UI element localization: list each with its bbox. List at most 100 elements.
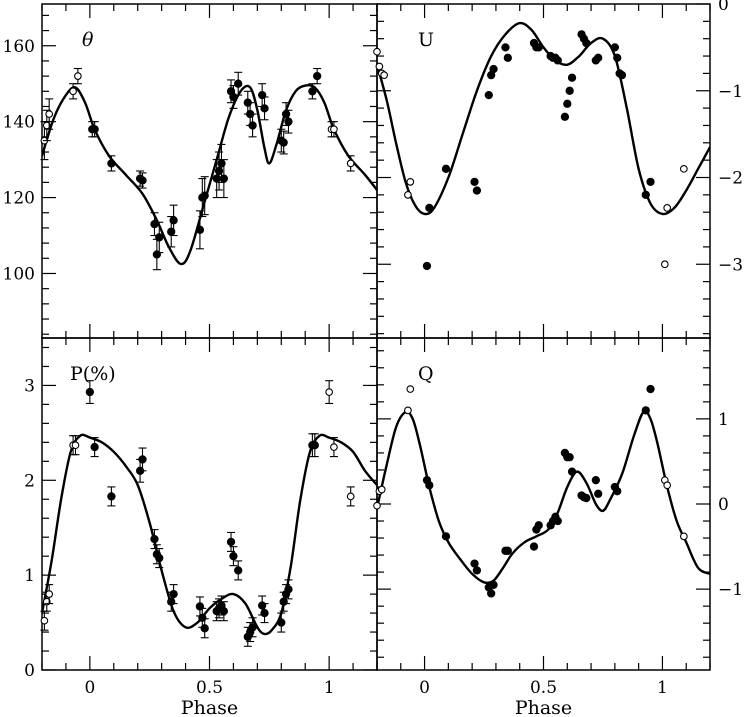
filled-marker xyxy=(503,53,512,62)
filled-marker xyxy=(441,164,451,173)
filled-marker xyxy=(90,125,99,134)
data-point xyxy=(641,190,650,200)
data-point xyxy=(472,566,482,575)
open-marker xyxy=(45,590,54,598)
x-tick-label: 0 xyxy=(419,678,430,698)
data-point xyxy=(85,380,95,405)
x-tick-label: 0.5 xyxy=(530,678,557,698)
data-point xyxy=(107,155,116,172)
model-curve xyxy=(42,433,377,636)
data-point xyxy=(613,53,622,62)
filled-marker xyxy=(226,537,236,547)
data-point xyxy=(425,481,434,490)
open-marker xyxy=(330,443,338,451)
filled-marker xyxy=(138,176,147,185)
filled-marker xyxy=(200,191,209,200)
filled-marker xyxy=(646,177,655,186)
data-point xyxy=(90,437,99,458)
data-point xyxy=(138,172,147,189)
open-marker xyxy=(404,191,412,199)
filled-marker xyxy=(107,159,116,168)
y-tick-label: 1 xyxy=(24,566,35,586)
filled-marker xyxy=(553,516,562,526)
data-point xyxy=(663,481,672,490)
data-point xyxy=(567,73,577,82)
filled-marker xyxy=(646,384,655,394)
filled-marker xyxy=(260,608,269,618)
panel-label: Q xyxy=(418,363,434,385)
filled-marker xyxy=(155,233,164,242)
data-point xyxy=(406,177,415,186)
x-tick-label: 1 xyxy=(657,678,668,698)
open-marker xyxy=(373,47,381,56)
filled-marker xyxy=(229,552,238,561)
filled-marker xyxy=(284,117,293,126)
data-point xyxy=(617,70,627,80)
data-point xyxy=(503,53,512,62)
axes-frame xyxy=(376,3,711,339)
data-point xyxy=(346,155,355,172)
filled-marker xyxy=(310,441,319,450)
y-tick-label: 100 xyxy=(3,264,35,284)
y-tick-label: 0 xyxy=(718,495,729,515)
filled-marker xyxy=(198,613,207,622)
data-point xyxy=(279,130,288,155)
y-tick-label: 0 xyxy=(718,0,729,15)
data-point xyxy=(200,176,209,216)
data-point xyxy=(613,487,622,496)
data-point xyxy=(646,384,655,394)
x-tick-label: 0 xyxy=(84,678,95,698)
filled-marker xyxy=(248,121,257,130)
filled-marker xyxy=(472,566,482,575)
data-point xyxy=(441,164,451,173)
data-point xyxy=(346,486,355,507)
y-tick-label: −1 xyxy=(718,580,743,600)
data-point xyxy=(284,109,293,134)
data-point xyxy=(470,177,479,186)
filled-marker xyxy=(90,442,99,452)
open-marker xyxy=(330,125,338,134)
filled-marker xyxy=(234,79,243,88)
data-point xyxy=(565,86,574,95)
data-point xyxy=(219,159,229,199)
y-tick-label: 140 xyxy=(3,113,35,133)
model-curve xyxy=(42,84,377,266)
data-point xyxy=(281,102,291,127)
data-point xyxy=(169,204,178,237)
data-point xyxy=(248,617,257,638)
data-point xyxy=(553,516,562,526)
filled-marker xyxy=(308,87,317,96)
data-point xyxy=(277,612,286,633)
x-tick-label: 1 xyxy=(324,678,335,698)
data-point xyxy=(308,83,317,100)
filled-marker xyxy=(229,92,238,102)
open-marker xyxy=(660,260,669,269)
filled-marker xyxy=(567,73,577,82)
filled-marker xyxy=(610,43,620,52)
filled-marker xyxy=(501,43,510,52)
data-point xyxy=(610,43,620,52)
open-marker xyxy=(45,110,54,118)
data-point xyxy=(69,83,78,100)
data-point xyxy=(553,56,562,65)
open-marker xyxy=(679,532,688,541)
data-point xyxy=(329,437,338,458)
open-marker xyxy=(406,385,415,393)
filled-marker xyxy=(277,618,286,627)
data-point xyxy=(534,521,543,530)
filled-marker xyxy=(155,553,164,563)
open-marker xyxy=(375,62,384,71)
filled-marker xyxy=(219,607,229,616)
filled-marker xyxy=(138,455,147,464)
data-point xyxy=(470,559,479,568)
panel-q: −1 0 1 0 0.5 1 Phase Q xyxy=(373,337,743,717)
filled-marker xyxy=(529,542,539,551)
filled-marker xyxy=(613,53,622,62)
open-marker xyxy=(346,492,355,501)
filled-marker xyxy=(425,481,434,490)
data-point xyxy=(660,260,669,269)
y-tick-label: 120 xyxy=(3,189,35,209)
data-point xyxy=(404,406,412,415)
open-marker xyxy=(69,87,77,96)
